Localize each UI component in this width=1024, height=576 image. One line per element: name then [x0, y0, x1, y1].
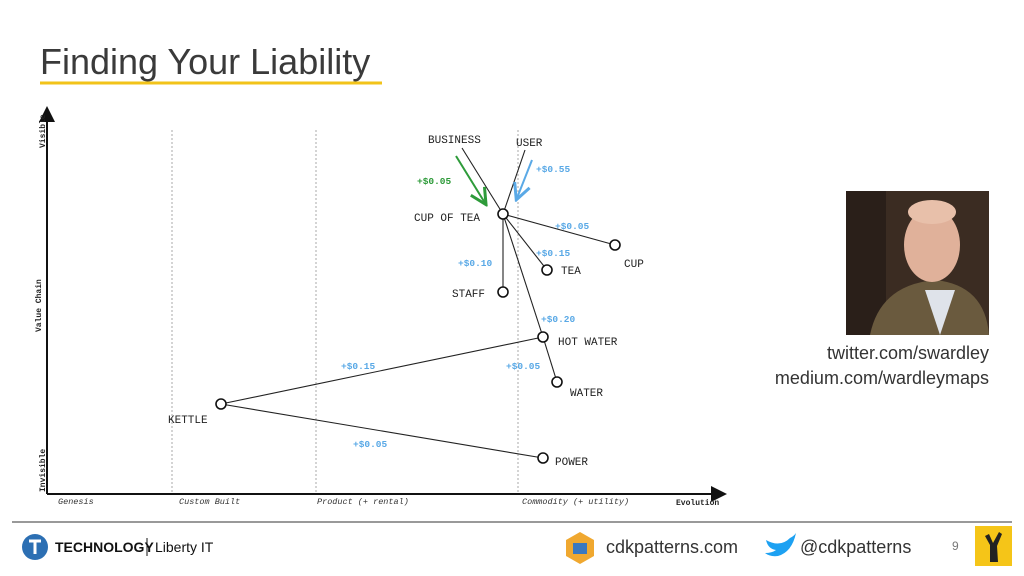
- map-links: [220, 147, 616, 459]
- business-arrow: [455, 155, 485, 203]
- photo: [846, 191, 989, 335]
- node-label: WATER: [570, 388, 603, 400]
- axis-label: Invisible: [39, 449, 48, 492]
- stage-label: Commodity (+ utility): [522, 497, 629, 507]
- stage-label: Product (+ rental): [317, 497, 409, 507]
- stage-label: Genesis: [58, 497, 94, 507]
- map-frame: [39, 106, 727, 502]
- node-label: CUP: [624, 259, 644, 271]
- user-arrow: [517, 159, 533, 198]
- liberty-logo: [22, 534, 48, 560]
- cost-label: +$0.05: [353, 439, 388, 450]
- node-label: STAFF: [452, 289, 485, 301]
- cost-label: +$0.05: [506, 361, 541, 372]
- footer-brand: TECHNOLOGY: [55, 539, 154, 555]
- axis-label: Visible: [39, 114, 48, 148]
- stage-label: Custom Built: [179, 497, 240, 507]
- axis-label: Evolution: [676, 499, 719, 508]
- node-label: TEA: [561, 266, 581, 278]
- node-label: HOT WATER: [558, 337, 618, 349]
- node-label: KETTLE: [168, 415, 208, 427]
- axis-label: Value Chain: [35, 279, 44, 332]
- footer-handle[interactable]: @cdkpatterns: [800, 537, 911, 557]
- cost-label: +$0.10: [458, 258, 493, 269]
- cost-label: +$0.20: [541, 314, 576, 325]
- cost-label: +$0.15: [341, 361, 376, 372]
- page-number: 9: [952, 539, 959, 553]
- statue-logo: [975, 526, 1012, 566]
- cost-label: +$0.15: [536, 248, 571, 259]
- twitter-icon: [765, 533, 796, 557]
- node-label: BUSINESS: [428, 135, 481, 147]
- map-nodes: [215, 208, 621, 464]
- footer-company: Liberty IT: [155, 539, 214, 555]
- footer-site[interactable]: cdkpatterns.com: [606, 537, 738, 557]
- slide-title: Finding Your Liability: [40, 41, 370, 82]
- cost-label: +$0.55: [536, 164, 571, 175]
- cdk-icon: [566, 532, 594, 564]
- node-label: USER: [516, 138, 543, 150]
- contact-link[interactable]: medium.com/wardleymaps: [775, 368, 989, 388]
- stage-dividers: [171, 130, 519, 494]
- node-label: POWER: [555, 457, 588, 469]
- contact-link[interactable]: twitter.com/swardley: [827, 343, 989, 363]
- cost-label: +$0.05: [417, 176, 452, 187]
- cost-label: +$0.05: [555, 221, 590, 232]
- node-label: CUP OF TEA: [414, 213, 480, 225]
